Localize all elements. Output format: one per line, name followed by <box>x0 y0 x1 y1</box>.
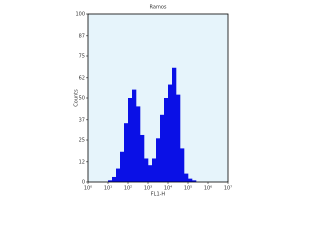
histogram-bar <box>172 67 177 182</box>
histogram-bar <box>144 158 149 182</box>
y-tick-label: 0 <box>82 180 85 186</box>
x-axis-label: FL1-H <box>151 192 166 198</box>
y-tick-label: 100 <box>75 12 85 18</box>
y-tick-label: 37 <box>79 117 85 123</box>
y-axis-label: Counts <box>74 89 80 107</box>
histogram-bar <box>176 94 181 182</box>
histogram-bar <box>159 114 165 182</box>
y-tick-label: 75 <box>79 54 85 60</box>
histogram-bar <box>148 165 153 182</box>
histogram-bar <box>139 134 145 182</box>
chart: Ramos FL1-H Counts 0 12 25 37 50 62 75 87 100 10⁰… <box>74 5 233 198</box>
x-tick-label: 10⁶ <box>204 186 212 192</box>
x-tick-label: 10³ <box>144 186 152 192</box>
histogram-bar <box>164 98 169 182</box>
x-tick-label: 10⁴ <box>164 186 172 192</box>
x-tick-label: 10⁷ <box>224 186 232 192</box>
histogram-bar <box>108 180 113 182</box>
chart-title: Ramos <box>150 5 167 11</box>
y-tick-label: 87 <box>79 33 85 39</box>
histogram-bar <box>112 176 117 182</box>
histogram-bar <box>152 158 157 182</box>
histogram-bar <box>184 173 189 182</box>
x-tick-label: 10⁰ <box>84 186 92 192</box>
histogram-bar <box>188 178 193 182</box>
histogram-bar <box>192 180 197 182</box>
histogram-bar <box>136 106 141 182</box>
histogram-bar <box>179 148 185 182</box>
histogram-bar <box>132 89 137 182</box>
y-tick-label: 62 <box>79 75 85 81</box>
histogram-bar <box>168 84 173 182</box>
histogram-bar <box>116 168 121 182</box>
x-tick-label: 10¹ <box>104 186 112 192</box>
histogram-bar <box>156 138 161 182</box>
y-tick-label: 25 <box>79 138 85 144</box>
x-tick-label: 10² <box>124 186 132 192</box>
y-tick-label: 50 <box>79 96 85 102</box>
y-tick-label: 12 <box>79 159 85 165</box>
x-tick-label: 10⁵ <box>184 186 192 192</box>
histogram-bar <box>119 151 125 182</box>
histogram-bar <box>124 123 129 182</box>
histogram-bar <box>128 98 133 182</box>
